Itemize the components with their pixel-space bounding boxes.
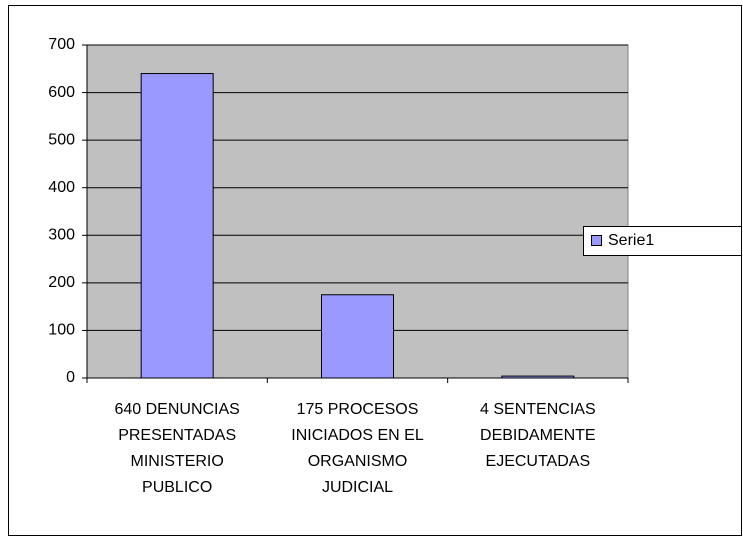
x-tick-label-line: JUDICIAL bbox=[322, 479, 393, 496]
x-tick-label-line: 175 PROCESOS bbox=[297, 401, 419, 418]
x-tick-label-line: 4 SENTENCIAS bbox=[480, 401, 596, 418]
x-tick-label-line: INICIADOS EN EL bbox=[291, 427, 424, 444]
x-tick-label: 4 SENTENCIAS DEBIDAMENTE EJECUTADAS bbox=[480, 401, 596, 470]
y-tick-label: 100 bbox=[48, 322, 75, 339]
x-tick-label: 175 PROCESOS INICIADOS EN EL ORGANISMO JUDI… bbox=[291, 401, 424, 496]
x-tick-label-line: 640 DENUNCIAS bbox=[114, 401, 239, 418]
y-tick-label: 600 bbox=[48, 84, 75, 101]
x-tick-label-line: ORGANISMO bbox=[308, 453, 408, 470]
bar bbox=[321, 294, 394, 379]
x-tick-label-line: DEBIDAMENTE bbox=[480, 427, 596, 444]
x-tick-label-line: PUBLICO bbox=[142, 479, 212, 496]
x-tick-label-line: EJECUTADAS bbox=[486, 453, 591, 470]
y-tick-label: 200 bbox=[48, 274, 75, 291]
y-tick-label: 500 bbox=[48, 131, 75, 148]
legend bbox=[583, 226, 742, 256]
legend-label: Serie1 bbox=[608, 232, 654, 249]
y-tick-label: 700 bbox=[48, 36, 75, 53]
bar bbox=[140, 73, 214, 379]
x-tick-label: 640 DENUNCIAS PRESENTADAS MINISTERIO PUBLIC… bbox=[114, 401, 239, 496]
y-tick-label: 300 bbox=[48, 227, 75, 244]
x-tick-label-line: PRESENTADAS bbox=[118, 427, 236, 444]
bar bbox=[501, 375, 575, 379]
y-tick-label: 400 bbox=[48, 179, 75, 196]
y-tick-label: 0 bbox=[66, 369, 75, 386]
legend-swatch bbox=[591, 235, 602, 246]
x-tick-label-line: MINISTERIO bbox=[130, 453, 223, 470]
